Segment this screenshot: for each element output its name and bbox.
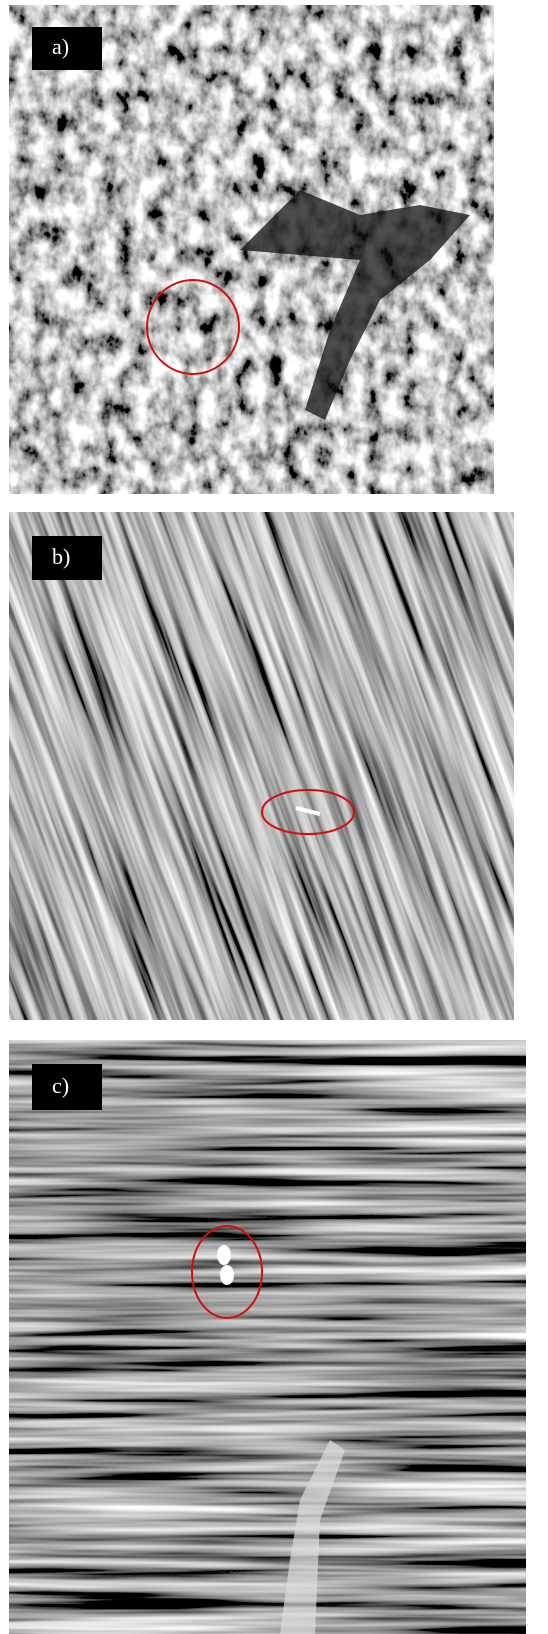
particle (217, 1245, 231, 1265)
page: a) b) c) (() => { const data = JSON.pars… (0, 0, 548, 1634)
figure: a) b) c) (0, 0, 548, 1634)
panel-a: a) (9, 5, 494, 494)
panel-c: c) (9, 1040, 526, 1634)
panel-label: c) (52, 1073, 69, 1098)
sem-image (9, 1040, 526, 1634)
panel-label: b) (52, 544, 70, 569)
panel-label: a) (52, 34, 69, 59)
particle (220, 1265, 234, 1285)
